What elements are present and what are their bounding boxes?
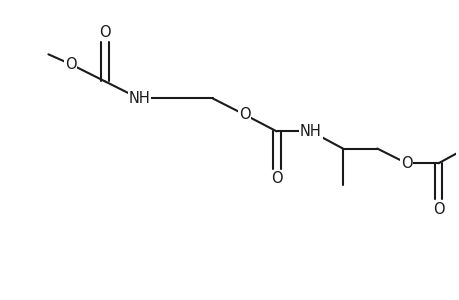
Text: O: O [238, 107, 250, 122]
Text: NH: NH [299, 124, 321, 139]
Text: O: O [432, 202, 443, 217]
Text: O: O [270, 171, 282, 186]
Text: O: O [65, 57, 76, 72]
Text: O: O [99, 25, 111, 40]
Text: NH: NH [128, 91, 150, 106]
Text: O: O [400, 156, 412, 171]
